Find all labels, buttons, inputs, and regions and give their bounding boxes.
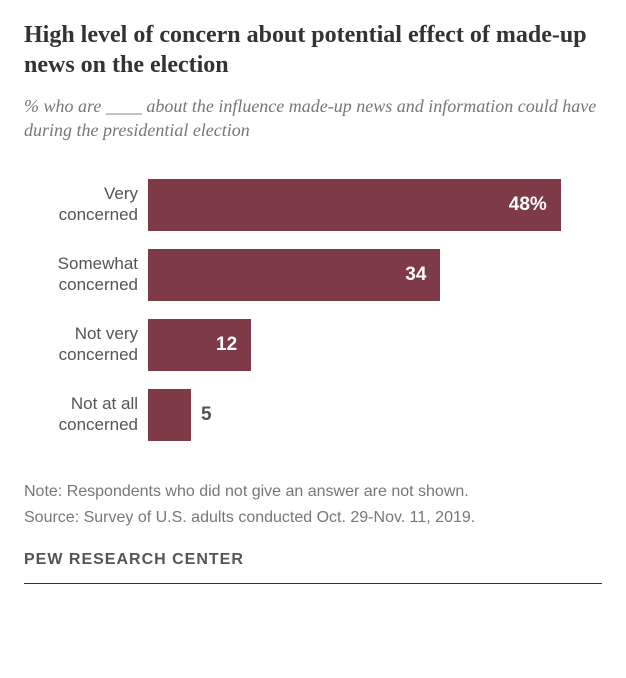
bar-label: Not very concerned — [38, 324, 148, 365]
bar-chart: Very concerned 48% Somewhat concerned 34 Not… — [38, 179, 602, 441]
bar-value: 34 — [405, 264, 440, 286]
bar-container: 48% — [148, 179, 602, 231]
chart-row: Not at all concerned 5 — [38, 389, 602, 441]
bar: 34 — [148, 249, 440, 301]
bar-value: 5 — [191, 404, 212, 426]
bar-value: 48% — [509, 194, 561, 216]
chart-row: Somewhat concerned 34 — [38, 249, 602, 301]
chart-footer: PEW RESEARCH CENTER — [24, 551, 602, 569]
chart-row: Not very concerned 12 — [38, 319, 602, 371]
chart-row: Very concerned 48% — [38, 179, 602, 231]
chart-subtitle: % who are ____ about the influence made-… — [24, 94, 602, 143]
bar — [148, 389, 191, 441]
chart-source: Source: Survey of U.S. adults conducted … — [24, 507, 602, 529]
chart-note: Note: Respondents who did not give an an… — [24, 481, 602, 503]
bar-value: 12 — [216, 334, 251, 356]
bar: 48% — [148, 179, 561, 231]
bar-container: 12 — [148, 319, 602, 371]
bar-label: Very concerned — [38, 184, 148, 225]
bar-container: 34 — [148, 249, 602, 301]
divider — [24, 583, 602, 584]
bar-label: Not at all concerned — [38, 394, 148, 435]
bar-container: 5 — [148, 389, 602, 441]
bar-label: Somewhat concerned — [38, 254, 148, 295]
bar: 12 — [148, 319, 251, 371]
chart-title: High level of concern about potential ef… — [24, 20, 602, 80]
